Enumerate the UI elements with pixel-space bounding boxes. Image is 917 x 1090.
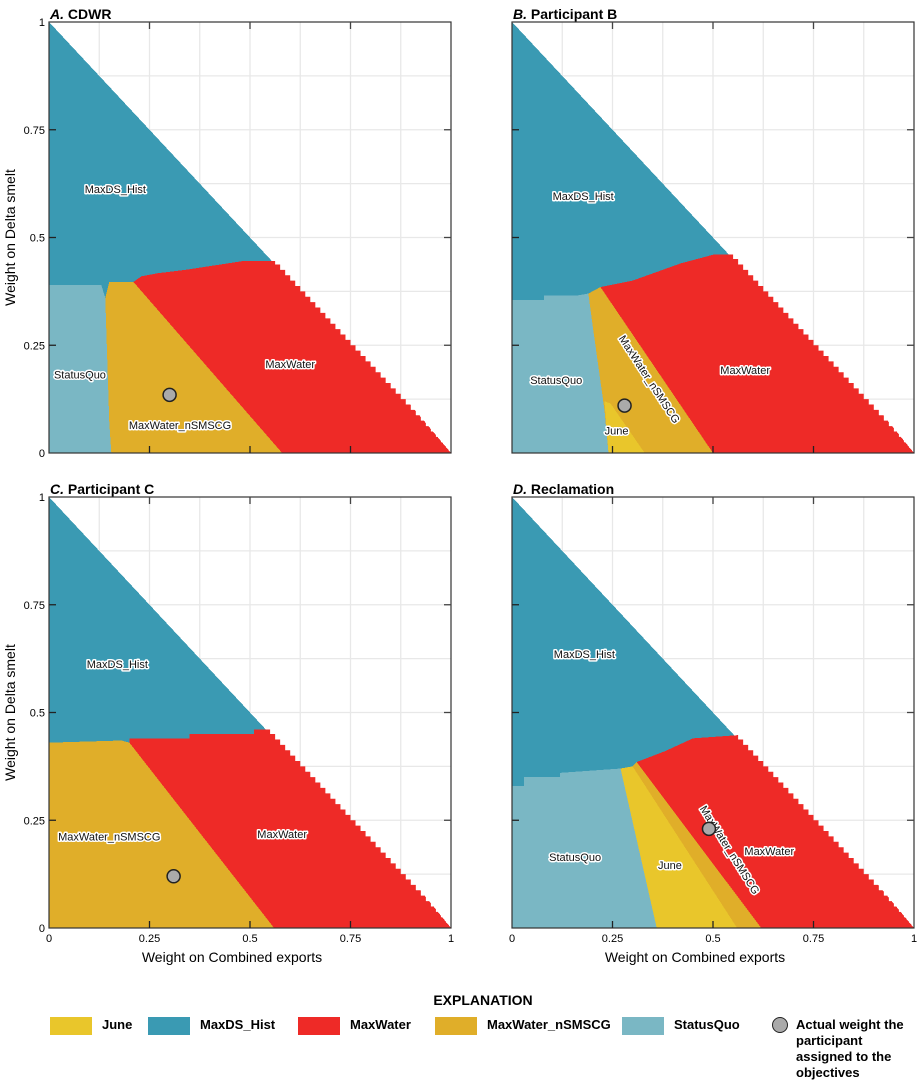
x-tick-label: 0.75 <box>803 933 824 945</box>
y-axis-label: Weight on Delta smelt <box>2 169 18 306</box>
panel-title-text: Participant C <box>68 481 154 497</box>
region-statusquo <box>49 284 112 453</box>
region-label-statusquo: StatusQuo <box>54 369 106 381</box>
panel-title: D. Reclamation <box>513 481 614 497</box>
region-maxwater-nsmscg <box>588 287 713 453</box>
panel-cdwr: A. CDWR 0 0.25 0.5 0.75 1 Weight on Delta smel… <box>2 6 452 460</box>
region-statusquo <box>512 768 657 928</box>
y-tick-label: 1 <box>39 17 45 29</box>
legend-label-maxwater: MaxWater <box>350 1017 411 1032</box>
region-label-maxwater-nsmscg: MaxWater_nSMSCG <box>58 831 160 843</box>
y-tick-label: 0.5 <box>30 708 45 720</box>
y-tick-label: 1 <box>39 492 45 504</box>
x-tick-label: 0.75 <box>340 933 361 945</box>
region-label-maxds-hist: MaxDS_Hist <box>87 659 148 671</box>
x-tick-label: 1 <box>448 933 454 945</box>
regions <box>512 497 914 928</box>
x-tick-label: 0.5 <box>242 933 257 945</box>
y-axis-label: Weight on Delta smelt <box>2 644 18 781</box>
actual-weight-point <box>617 398 632 413</box>
panel-letter: C. <box>50 481 68 497</box>
legend-label-statusquo: StatusQuo <box>674 1017 740 1032</box>
legend-item-june: June <box>50 1017 132 1035</box>
region-label-maxwater-nsmscg: MaxWater_nSMSCG <box>129 420 231 432</box>
x-tick-label: 0 <box>509 933 515 945</box>
x-tick-label: 0.25 <box>602 933 623 945</box>
legend-swatch-statusquo <box>622 1017 664 1035</box>
panel-title: B. Participant B <box>513 6 617 22</box>
region-maxwater <box>600 254 914 453</box>
region-maxwater <box>129 729 451 928</box>
region-maxwater <box>636 734 914 928</box>
panel-participant-c: C. Participant C 0 0.25 0.5 0.75 1 0 0.25 0.5 0.7… <box>2 481 454 965</box>
region-maxwater-nsmscg <box>49 740 275 928</box>
panel-title: C. Participant C <box>50 481 154 497</box>
x-tick-label: 1 <box>911 933 917 945</box>
y-tick-label: 0.5 <box>30 233 45 245</box>
panel-title-text: CDWR <box>68 6 112 22</box>
actual-weight-point <box>162 387 177 403</box>
actual-weight-point <box>701 821 717 837</box>
region-maxwater <box>133 261 451 453</box>
region-label-statusquo: StatusQuo <box>549 852 601 864</box>
y-tick-label: 0.25 <box>24 340 45 352</box>
actual-weight-point <box>166 869 181 884</box>
legend-title: EXPLANATION <box>433 992 533 1008</box>
region-statusquo <box>512 293 609 453</box>
x-axis-label: Weight on Combined exports <box>142 949 322 965</box>
panel-letter: B. <box>513 6 531 22</box>
legend-item-maxwater-nsmscg: MaxWater_nSMSCG <box>435 1017 611 1035</box>
region-label-maxwater: MaxWater <box>257 829 307 841</box>
region-label-maxwater: MaxWater <box>744 846 794 858</box>
regions <box>49 22 451 453</box>
region-june <box>620 766 738 928</box>
legend-label-june: June <box>102 1017 133 1032</box>
region-label-maxwater: MaxWater <box>720 365 770 377</box>
regions <box>49 497 451 928</box>
panel-letter: D. <box>513 481 531 497</box>
x-tick-label: 0 <box>46 933 52 945</box>
legend-swatch-maxds-hist <box>148 1017 190 1035</box>
region-label-maxwater: MaxWater <box>265 359 315 371</box>
y-tick-label: 0.25 <box>24 815 45 827</box>
legend-swatch-maxwater <box>298 1017 340 1035</box>
x-axis-label: Weight on Combined exports <box>605 949 785 965</box>
region-label-maxds-hist: MaxDS_Hist <box>85 184 146 196</box>
x-tick-label: 0.25 <box>139 933 160 945</box>
y-tick-label: 0.75 <box>24 125 45 137</box>
legend-point-marker <box>772 1017 788 1033</box>
x-tick-label: 0.5 <box>705 933 720 945</box>
legend-swatch-june <box>50 1017 92 1035</box>
region-label-maxds-hist: MaxDS_Hist <box>553 191 614 203</box>
legend-label-maxwater-nsmscg: MaxWater_nSMSCG <box>487 1017 611 1032</box>
legend-label-maxds-hist: MaxDS_Hist <box>200 1017 276 1032</box>
region-maxwater-nsmscg <box>105 281 283 453</box>
legend-swatch-maxwater-nsmscg <box>435 1017 477 1035</box>
legend-item-statusquo: StatusQuo <box>622 1017 740 1035</box>
region-maxwater-nsmscg <box>632 762 762 928</box>
region-label-maxds-hist: MaxDS_Hist <box>554 649 615 661</box>
panel-letter: A. <box>49 6 68 22</box>
panel-title-text: Reclamation <box>531 481 614 497</box>
panel-reclamation: D. Reclamation 0 0.25 0.5 0.75 1 Weight on Com… <box>509 481 917 965</box>
legend-item-actual-weight: Actual weight the participant assigned t… <box>772 1017 917 1081</box>
region-label-june: June <box>605 425 629 437</box>
panel-title-text: Participant B <box>531 6 617 22</box>
regions <box>512 22 914 453</box>
y-tick-label: 0 <box>39 923 45 935</box>
panel-participant-b: B. Participant B MaxDS_Hist StatusQuo MaxWa… <box>511 6 915 454</box>
region-june <box>604 401 645 453</box>
legend-item-maxwater: MaxWater <box>298 1017 411 1035</box>
y-tick-label: 0.75 <box>24 600 45 612</box>
region-label-june: June <box>658 860 682 872</box>
panel-title: A. CDWR <box>49 6 111 22</box>
legend-label-actual-weight: Actual weight the participant assigned t… <box>796 1017 904 1080</box>
region-label-statusquo: StatusQuo <box>530 375 582 387</box>
y-tick-label: 0 <box>39 448 45 460</box>
legend-item-maxds-hist: MaxDS_Hist <box>148 1017 275 1035</box>
